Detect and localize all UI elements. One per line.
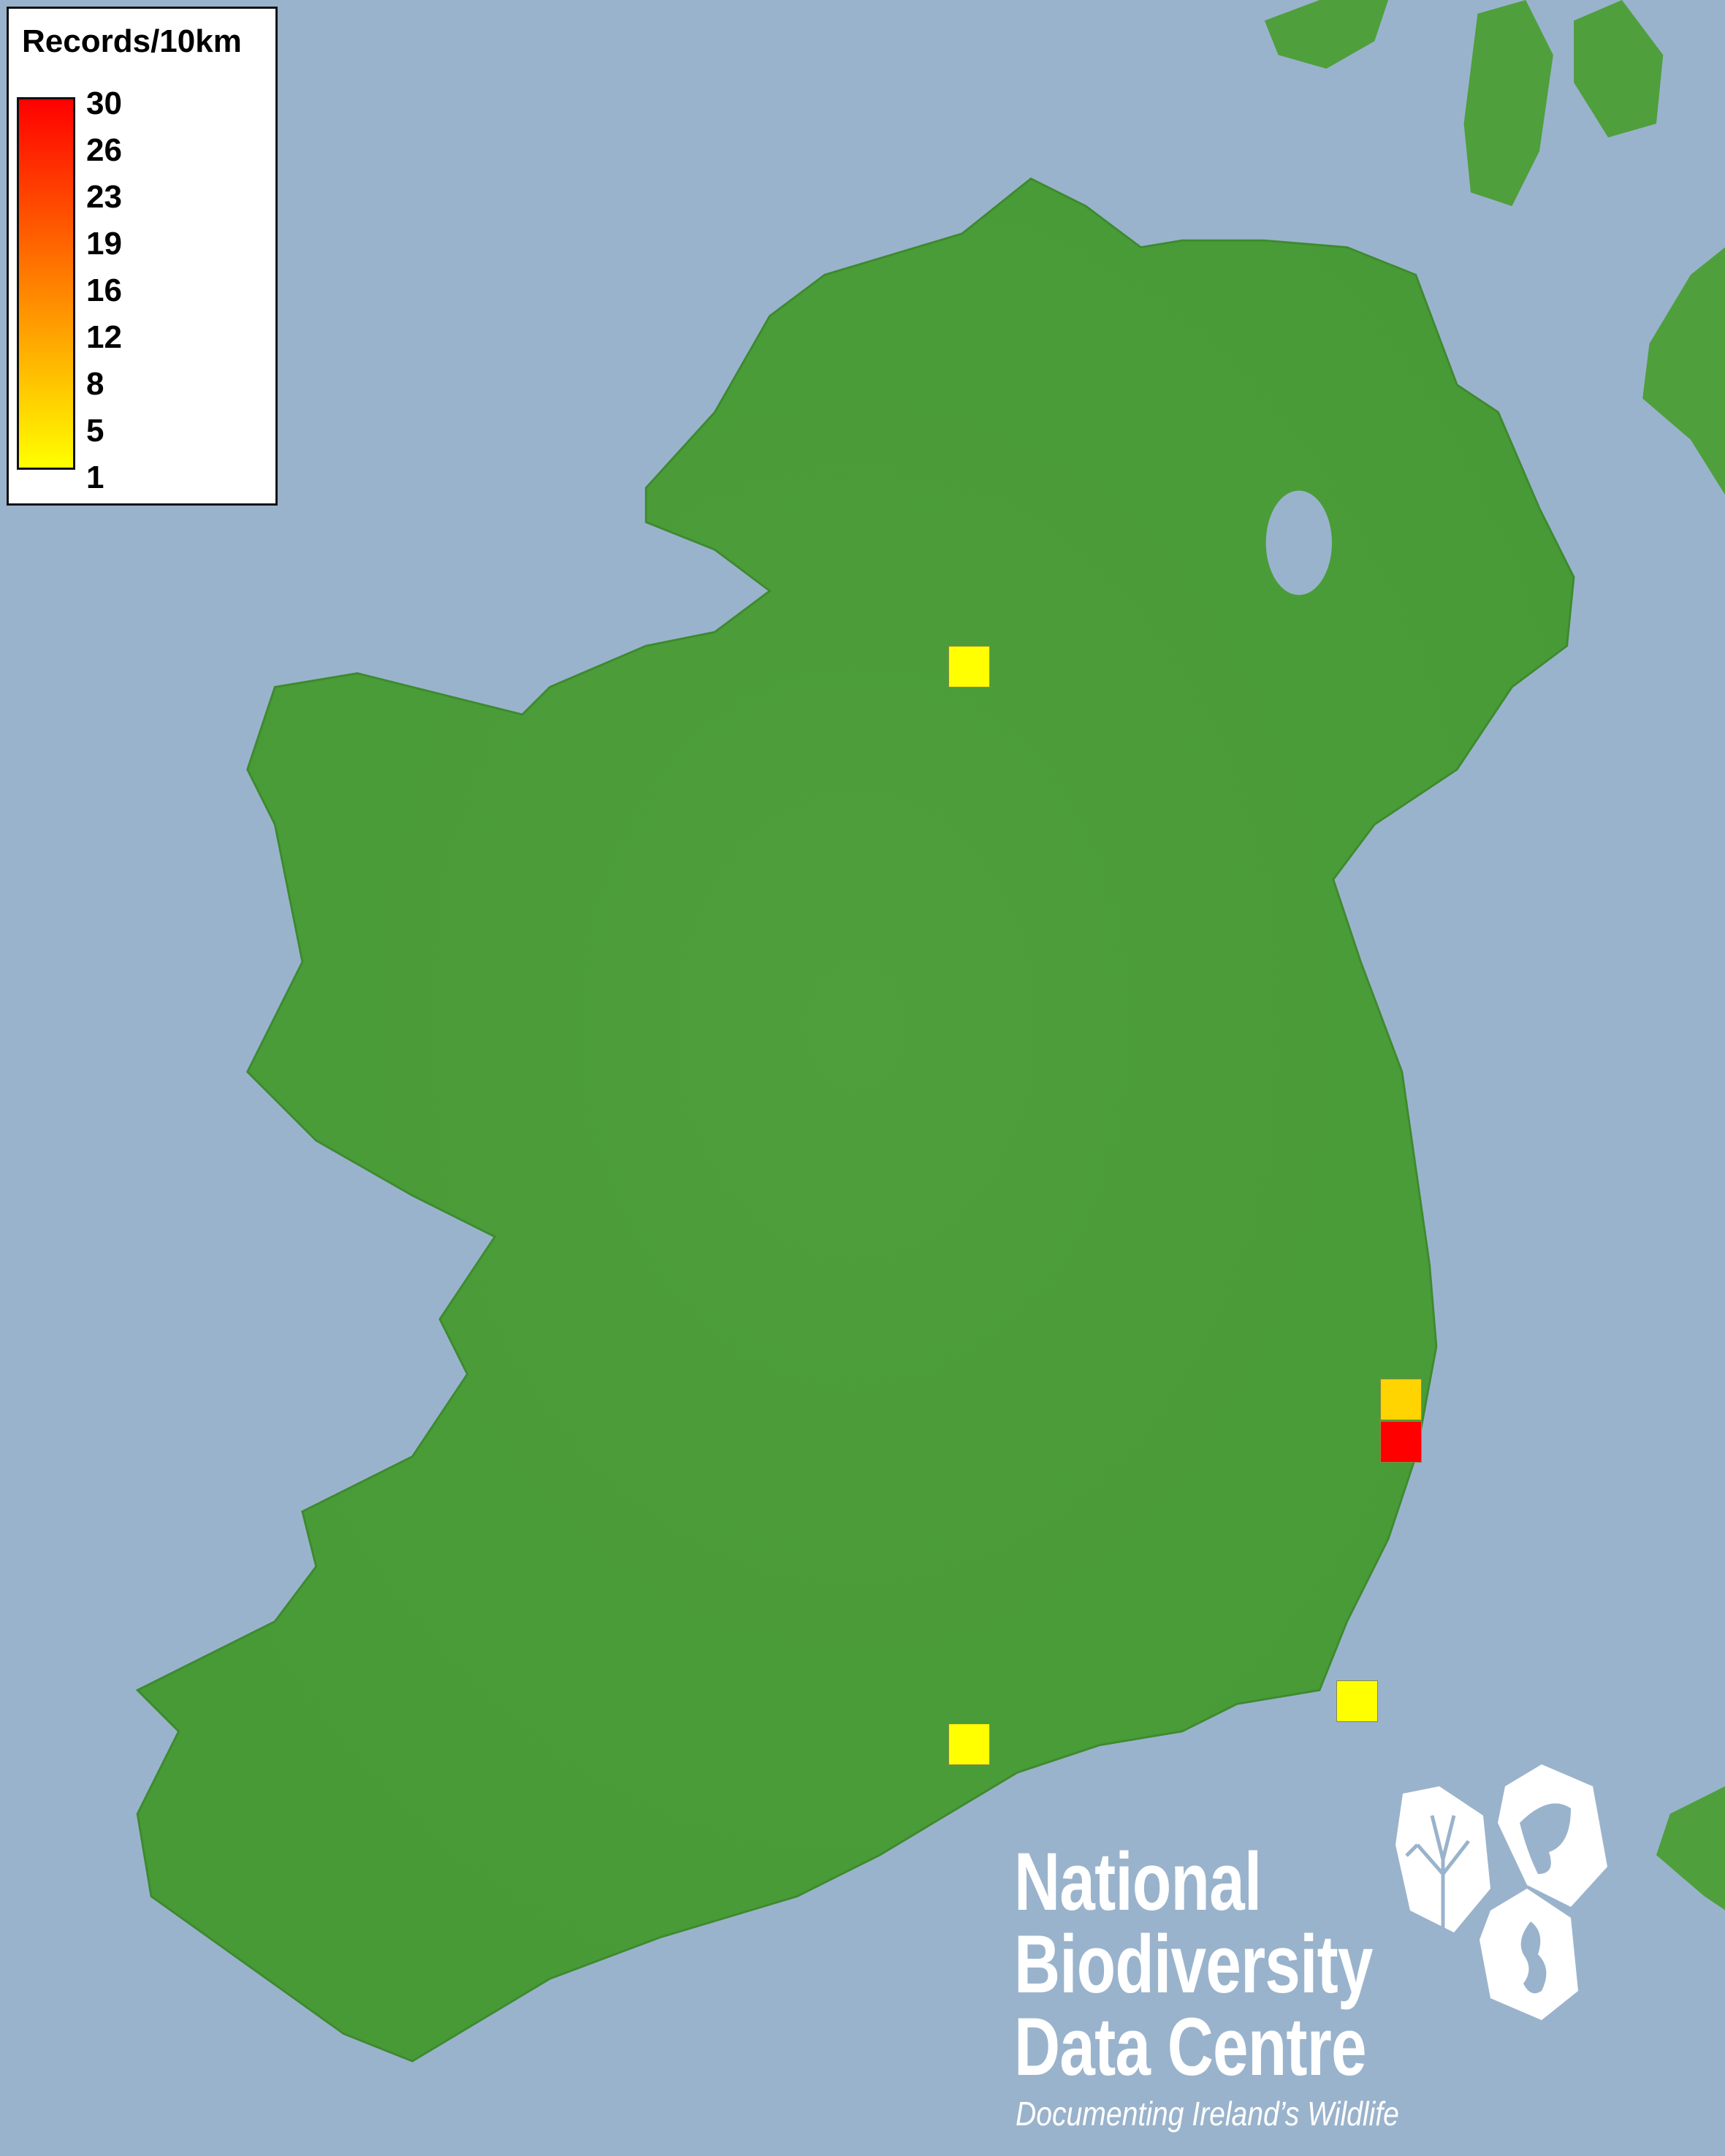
logo-hexagons (1395, 1764, 1607, 2020)
record-square[interactable] (1336, 1680, 1378, 1722)
record-square[interactable] (1380, 1421, 1422, 1463)
scotland-coast (1656, 1786, 1725, 1911)
tree-icon (1395, 1786, 1490, 1932)
ireland-landmass (135, 177, 1575, 2062)
logo-tagline: Documenting Ireland’s Wildlife (1016, 2095, 1399, 2133)
scotland-island (1463, 0, 1553, 207)
seahorse-icon (1480, 1889, 1578, 2020)
legend-label: 19 (86, 226, 122, 262)
legend-label: 23 (86, 179, 122, 215)
logo-text-line2: Biodiversity (1014, 1919, 1373, 2010)
logo-text-line3: Data Centre (1014, 2001, 1367, 2092)
record-square[interactable] (948, 646, 990, 687)
scotland-island (1264, 0, 1389, 69)
record-square[interactable] (1380, 1379, 1422, 1420)
legend-label: 8 (86, 366, 104, 402)
scotland-coast (1642, 247, 1725, 495)
legend-title: Records/10km (22, 23, 242, 59)
lough-neagh (1265, 490, 1332, 595)
scotland-island (1574, 0, 1664, 138)
legend: Records/10km 30 26 23 19 16 12 8 5 1 (7, 7, 278, 506)
legend-label: 1 (86, 460, 104, 495)
legend-label: 12 (86, 319, 122, 355)
legend-label: 5 (86, 413, 104, 449)
legend-label: 30 (86, 85, 122, 121)
legend-color-bar (17, 97, 75, 470)
logo-text-line1: National (1014, 1836, 1262, 1927)
legend-label: 16 (86, 273, 122, 308)
butterfly-icon (1498, 1764, 1607, 1907)
record-square[interactable] (948, 1723, 990, 1765)
legend-label: 26 (86, 132, 122, 168)
